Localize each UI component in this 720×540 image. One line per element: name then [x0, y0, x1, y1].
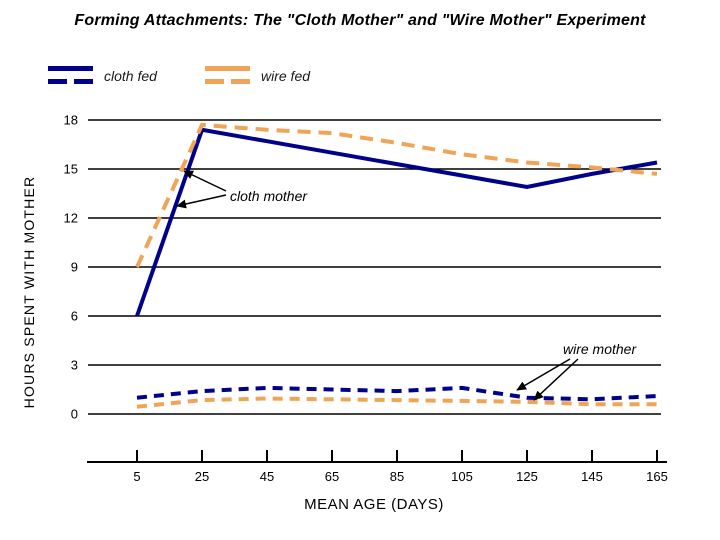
legend-label-cloth-fed: cloth fed [104, 68, 157, 84]
y-tick-label-6: 6 [71, 309, 78, 324]
x-tick-label-5: 5 [133, 469, 140, 484]
y-tick-label-3: 3 [71, 358, 78, 373]
chart-title: Forming Attachments: The "Cloth Mother" … [74, 12, 646, 29]
y-axis-title: HOURS SPENT WITH MOTHER [21, 176, 37, 409]
legend-item-wire-fed: wire fed [205, 66, 310, 84]
legend-item-cloth-fed: cloth fed [48, 66, 157, 84]
x-tick-label-145: 145 [581, 469, 603, 484]
swatch-solid-bar [205, 66, 250, 71]
series-line-cloth-fed-cloth-mother [135, 127, 658, 317]
y-tick-label-9: 9 [71, 260, 78, 275]
x-tick-label-85: 85 [390, 469, 404, 484]
x-tick-label-65: 65 [325, 469, 339, 484]
series-line-wire-fed-wire-mother [136, 396, 657, 409]
swatch-dash [48, 79, 67, 84]
x-tick-label-165: 165 [646, 469, 668, 484]
wire-fed-line-swatch-icon [205, 66, 250, 84]
swatch-solid-bar [48, 66, 93, 71]
y-tick-label-15: 15 [64, 162, 78, 177]
swatch-dash [231, 79, 250, 84]
swatch-dash [205, 79, 224, 84]
x-tick-label-105: 105 [451, 469, 473, 484]
annotation-arrow-wire-mother-1 [516, 358, 571, 391]
legend-label-wire-fed: wire fed [261, 68, 311, 84]
annotation-arrow-wire-mother-2 [533, 358, 579, 401]
y-tick-label-0: 0 [71, 407, 78, 422]
x-tick-label-125: 125 [516, 469, 538, 484]
annotation-arrow-cloth-mother-2 [176, 194, 227, 209]
x-tick-label-25: 25 [195, 469, 209, 484]
y-tick-label-12: 12 [64, 211, 78, 226]
annotation-arrow-cloth-mother-1 [183, 170, 227, 192]
x-axis-title: MEAN AGE (DAYS) [304, 496, 444, 513]
annotation-label-wire-mother: wire mother [563, 341, 637, 357]
annotation-label-cloth-mother: cloth mother [230, 188, 308, 204]
series-line-cloth-fed-wire-mother [136, 385, 658, 402]
cloth-fed-line-swatch-icon [48, 66, 93, 84]
x-tick-label-45: 45 [260, 469, 274, 484]
series-line-wire-fed-cloth-mother [135, 122, 658, 268]
swatch-dash [74, 79, 93, 84]
y-tick-label-18: 18 [64, 113, 78, 128]
